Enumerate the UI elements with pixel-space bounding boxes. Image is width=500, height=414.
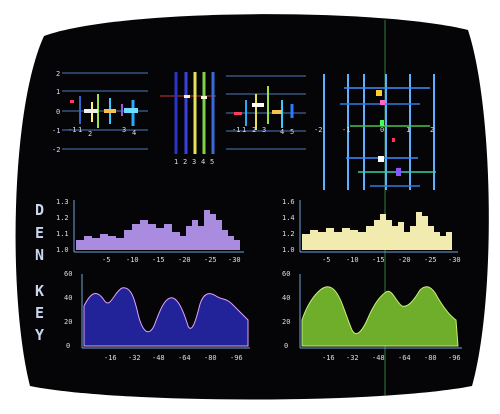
violet-ytick: 1.3 [56, 198, 69, 206]
diagram-mid-xtick: 5 [290, 128, 294, 136]
cream-xtick: -25 [424, 256, 437, 264]
lime-xtick: -48 [372, 354, 385, 362]
cream-ytick: 1.6 [282, 198, 295, 206]
diagram-mid-xtick: 4 [280, 128, 284, 136]
diagram-grid-plot-right: -2 -1 0 1 2 [314, 74, 436, 190]
cream-xtick: -5 [322, 256, 330, 264]
violet-ytick: 1.2 [56, 214, 69, 222]
violet-xtick: -30 [228, 256, 241, 264]
cream-xtick: -10 [346, 256, 359, 264]
diagram-left-xtick: 3 [122, 126, 126, 134]
diagram-vertical-bars: 1 2 3 4 5 [160, 72, 216, 166]
violet-xtick: -15 [152, 256, 165, 264]
diagram-right-xtick: -2 [314, 126, 322, 134]
navy-xtick: -32 [128, 354, 141, 362]
cream-xtick: -15 [372, 256, 385, 264]
violet-ytick: 1.0 [56, 246, 69, 254]
diagram-left-xtick: 1 [78, 126, 82, 134]
side-letter: D [35, 201, 44, 219]
violet-xtick: -5 [102, 256, 110, 264]
navy-area-fill [83, 287, 249, 347]
lime-ytick: 60 [282, 270, 290, 278]
lime-ytick: 0 [284, 342, 288, 350]
navy-ytick: 0 [66, 342, 70, 350]
navy-xtick: -48 [152, 354, 165, 362]
bar-number: 1 [174, 158, 178, 166]
violet-ytick: 1.1 [56, 230, 69, 238]
diagram-left-ytick: 1 [56, 88, 60, 96]
side-letter: K [35, 282, 44, 300]
violet-area-fill [76, 210, 240, 250]
bar-number: 3 [192, 158, 196, 166]
cream-xtick: -20 [398, 256, 411, 264]
navy-xtick: -96 [230, 354, 243, 362]
diagram-error-plot-middle: -1 1 2 3 4 5 [226, 75, 306, 150]
diagram-right-xtick: -1 [342, 126, 350, 134]
bar-number: 5 [210, 158, 214, 166]
diagram-left-ytick: 2 [56, 70, 60, 78]
diagram-right-xtick: 1 [406, 126, 410, 134]
diagram-left-xtick: 4 [132, 129, 136, 137]
chart-navy-area: 60 40 20 0 -16 -32 -48 -64 -80 -96 [64, 270, 250, 362]
navy-ytick: 60 [64, 270, 72, 278]
lime-xtick: -64 [398, 354, 411, 362]
navy-xtick: -64 [178, 354, 191, 362]
cream-ytick: 1.0 [282, 246, 295, 254]
navy-ytick: 20 [64, 318, 72, 326]
navy-xtick: -80 [204, 354, 217, 362]
cream-ytick: 1.2 [282, 230, 295, 238]
diagram-mid-xtick: 1 [242, 126, 246, 134]
bar-number: 2 [183, 158, 187, 166]
lime-xtick: -16 [322, 354, 335, 362]
diagram-left-ytick: 0 [56, 108, 60, 116]
diagram-mid-xtick: 2 [252, 126, 256, 134]
chart-cream-area: 1.6 1.4 1.2 1.0 -5 -10 -15 -20 -25 -30 [282, 198, 461, 264]
diagram-mid-xtick: 3 [262, 126, 266, 134]
side-letter: Y [35, 326, 44, 344]
lime-xtick: -96 [448, 354, 461, 362]
diagram-left-ytick: -2 [52, 146, 60, 154]
diagram-error-plot-left: 2 1 0 -1 -2 -1 1 2 3 4 [52, 70, 148, 154]
side-letter: E [35, 224, 44, 242]
diagram-right-xtick: 0 [380, 126, 384, 134]
lime-ytick: 40 [282, 294, 290, 302]
diagram-left-xtick: -1 [68, 126, 76, 134]
violet-xtick: -25 [204, 256, 217, 264]
lime-xtick: -80 [424, 354, 437, 362]
cream-xtick: -30 [448, 256, 461, 264]
diagram-mid-xtick: -1 [232, 126, 240, 134]
side-letter: E [35, 304, 44, 322]
navy-ytick: 40 [64, 294, 72, 302]
cream-ytick: 1.4 [282, 214, 295, 222]
chart-lime-area: 60 40 20 0 -16 -32 -48 -64 -80 -96 [282, 270, 462, 362]
cream-area-fill [302, 212, 452, 250]
diagram-left-ytick: -1 [52, 127, 60, 135]
navy-xtick: -16 [104, 354, 117, 362]
screen-reflection [384, 20, 386, 396]
lime-ytick: 20 [282, 318, 290, 326]
diagram-right-xtick: 2 [430, 126, 434, 134]
chart-violet-area: 1.3 1.2 1.1 1.0 -5 -10 -15 -20 -25 -30 [56, 198, 244, 264]
violet-xtick: -10 [126, 256, 139, 264]
violet-xtick: -20 [178, 256, 191, 264]
lime-area-fill [301, 286, 459, 347]
bar-number: 4 [201, 158, 205, 166]
lime-xtick: -32 [346, 354, 359, 362]
side-letter: N [35, 246, 44, 264]
diagram-left-xtick: 2 [88, 130, 92, 138]
